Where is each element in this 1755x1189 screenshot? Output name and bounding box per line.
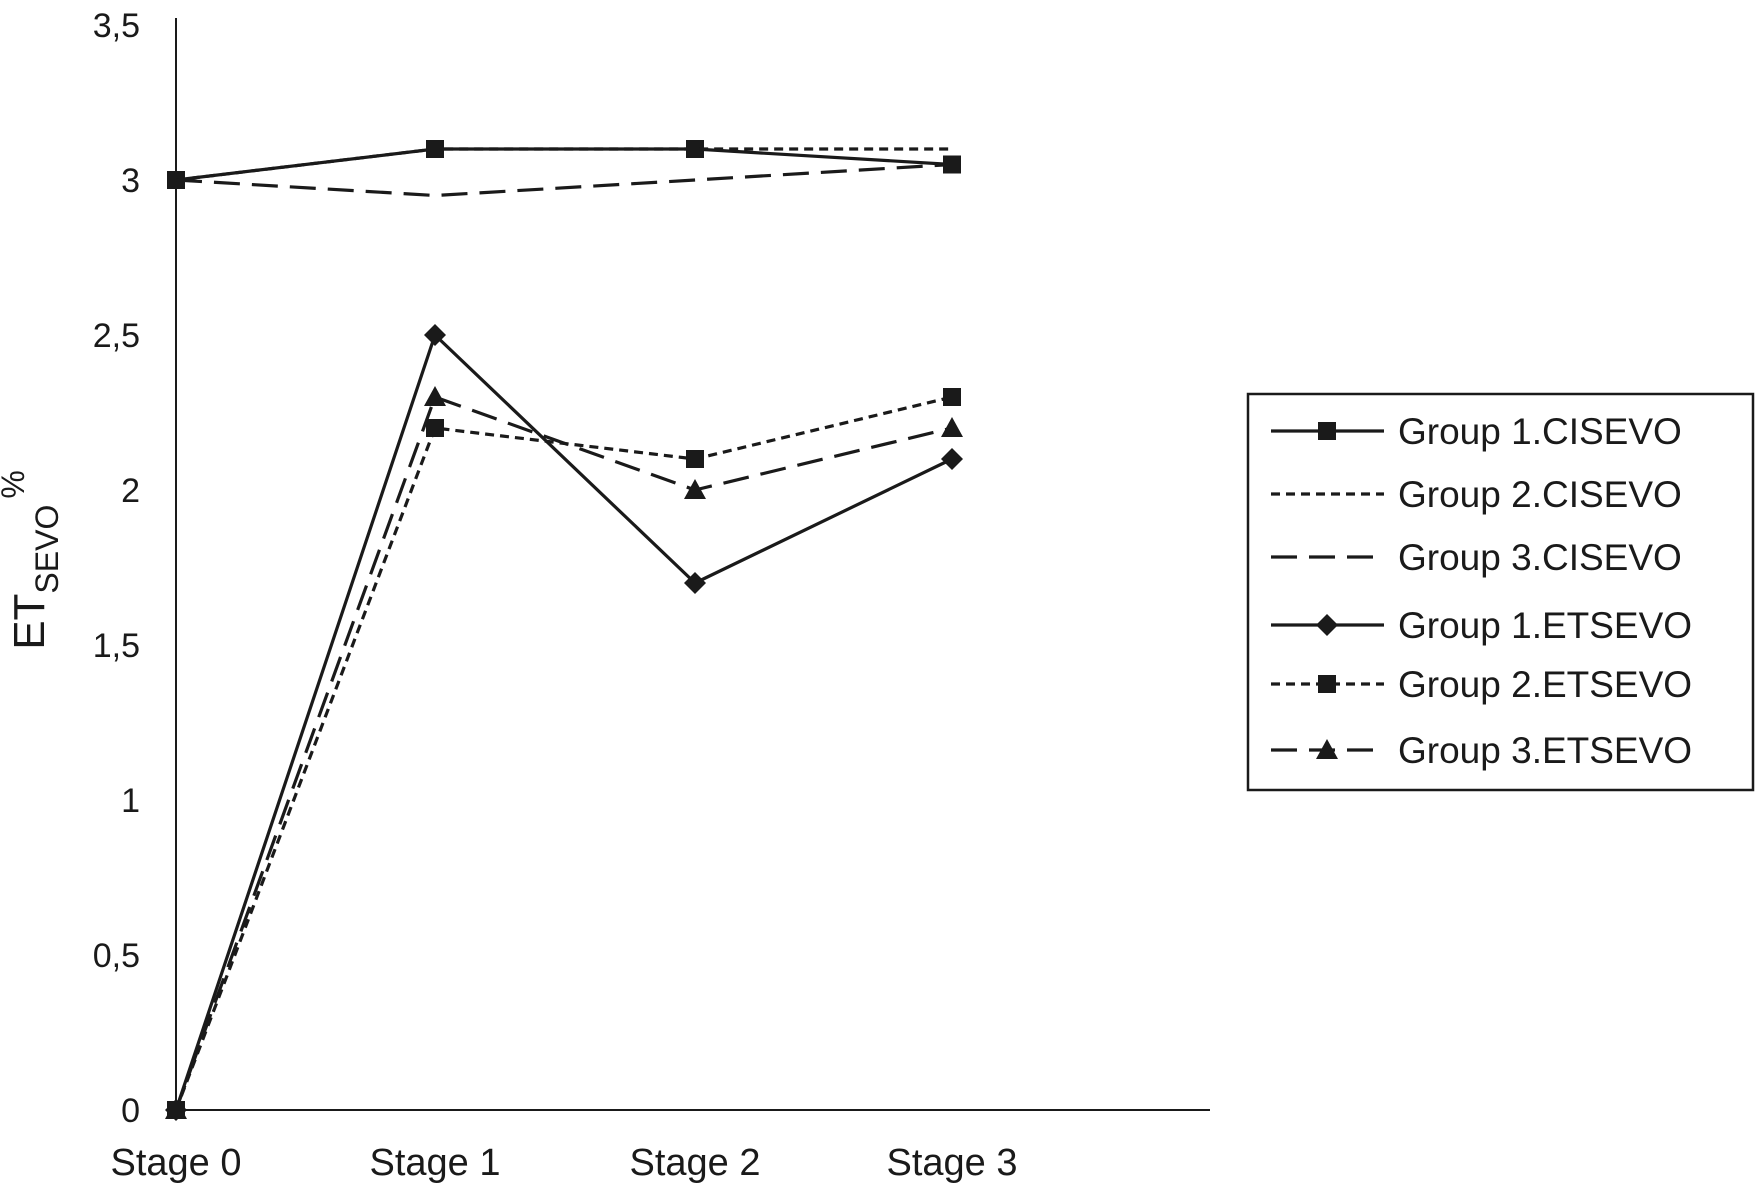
data-point [424, 386, 446, 406]
y-tick-label: 2 [121, 472, 140, 510]
series-layer [165, 140, 963, 1121]
legend-label: Group 2.ETSEVO [1398, 664, 1692, 705]
data-point [943, 388, 961, 406]
series-line [175, 147, 952, 182]
x-tick-label: Stage 1 [370, 1142, 501, 1184]
x-tick-label: Stage 0 [111, 1142, 242, 1184]
series-3 [175, 162, 953, 198]
legend-item: Group 2.ETSEVO [1271, 664, 1692, 705]
series-2 [175, 147, 952, 182]
data-point [686, 140, 704, 158]
data-point [165, 1099, 187, 1119]
data-point [424, 324, 446, 346]
legend-label: Group 3.ETSEVO [1398, 730, 1692, 771]
data-point [941, 417, 963, 437]
y-axis-label: ETSEVO% [0, 470, 65, 650]
y-tick-label: 0 [121, 1092, 140, 1130]
legend: Group 1.CISEVO Group 2.CISEVO Group 3.CISE… [1246, 392, 1755, 792]
legend-label: Group 1.CISEVO [1398, 411, 1682, 452]
axes: 0 0,5 1 1,5 2 2,5 3 3,5 Stage 0 Stage 1 Stage 2 Sta… [0, 7, 1210, 1184]
data-point [684, 572, 706, 594]
series-1 [167, 140, 961, 189]
legend-item: Group 1.ETSEVO [1271, 605, 1692, 646]
y-tick-label: 3,5 [93, 7, 140, 45]
series-line [174, 333, 953, 1111]
legend-label: Group 2.CISEVO [1398, 474, 1682, 515]
y-tick-label: 0,5 [93, 937, 140, 975]
legend-label: Group 1.ETSEVO [1398, 605, 1692, 646]
y-axis-label-sup: % [0, 470, 31, 498]
y-tick-label: 2,5 [93, 317, 140, 355]
series-line [174, 395, 953, 1111]
y-axis-label-sub: SEVO [29, 505, 65, 594]
series-5 [167, 388, 961, 1119]
y-axis-label-main: ET [5, 594, 54, 650]
legend-swatch-marker [1316, 614, 1338, 636]
y-tick-label: 1 [121, 782, 140, 820]
x-tick-label: Stage 3 [887, 1142, 1018, 1184]
legend-item: Group 3.ETSEVO [1271, 730, 1692, 771]
series-6 [165, 386, 963, 1119]
legend-label: Group 3.CISEVO [1398, 537, 1682, 578]
legend-item: Group 1.CISEVO [1271, 411, 1682, 452]
legend-item: Group 3.CISEVO [1271, 537, 1682, 578]
data-point [426, 419, 444, 437]
legend-item: Group 2.CISEVO [1271, 474, 1682, 515]
y-tick-label: 3 [121, 162, 140, 200]
legend-box [1246, 392, 1755, 792]
x-tick-label: Stage 2 [630, 1142, 761, 1184]
legend-swatch-marker [1318, 422, 1336, 440]
data-point [686, 450, 704, 468]
data-point [684, 479, 706, 499]
legend-swatch-marker [1316, 739, 1338, 759]
data-point [941, 448, 963, 470]
series-line [174, 395, 953, 1111]
series-line [175, 162, 953, 198]
y-tick-label: 1,5 [93, 627, 140, 665]
series-line [175, 147, 953, 182]
legend-swatch-marker [1318, 675, 1336, 693]
